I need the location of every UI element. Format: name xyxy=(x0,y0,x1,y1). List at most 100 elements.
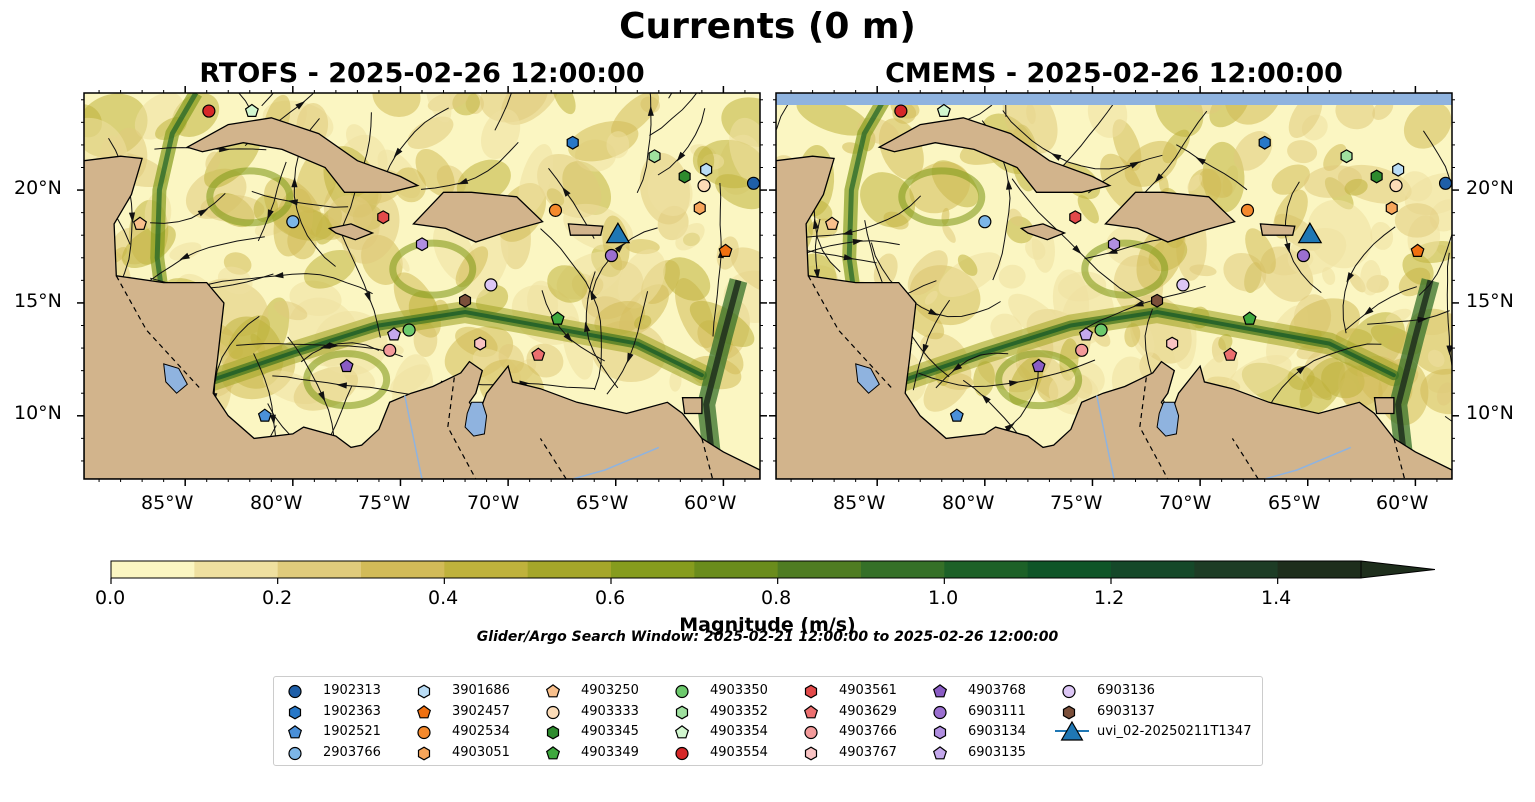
land-central xyxy=(776,155,1452,479)
marker-1902313 xyxy=(746,176,760,190)
legend-marker-circle xyxy=(288,746,302,760)
country-border xyxy=(1231,438,1259,479)
lat-label-left-15: 15°N xyxy=(14,290,62,312)
lon-label-p1-85: 85°W xyxy=(141,492,194,514)
colorbar-bin xyxy=(444,561,529,578)
marker-4903352 xyxy=(648,149,661,164)
lake-maracaibo xyxy=(1156,401,1180,437)
legend-marker-hexagon xyxy=(546,725,560,740)
country-border xyxy=(539,438,567,479)
legend-marker-hexagon xyxy=(804,746,818,760)
legend-column: 4903350 4903352 4903354 4903554 xyxy=(665,681,768,763)
legend-label: 4903350 xyxy=(710,683,768,698)
legend-item-4903349: 4903349 xyxy=(536,743,639,764)
lon-label-p1-60: 60°W xyxy=(684,492,737,514)
legend-label: 4903333 xyxy=(581,703,639,719)
legend-label: uvi_02-20250211T1347 xyxy=(1097,724,1252,739)
marker-3901686 xyxy=(1392,162,1405,177)
country-border xyxy=(115,275,201,390)
legend-label: 6903134 xyxy=(968,724,1026,739)
marker-4903561 xyxy=(1069,210,1082,225)
marker-4903629 xyxy=(531,347,546,361)
colorbar-bin xyxy=(111,561,195,578)
legend-marker-hexagon xyxy=(288,705,302,719)
colorbar-tick-0.0: 0.0 xyxy=(95,587,126,609)
colorbar-bin xyxy=(944,561,1029,578)
lon-label-p2-60: 60°W xyxy=(1376,492,1429,514)
legend-label: 3902457 xyxy=(452,703,510,719)
land-hispaniola xyxy=(1104,191,1236,243)
marker-4903333 xyxy=(697,178,711,193)
legend-label: 6903111 xyxy=(968,703,1026,719)
legend-item-4903768: 4903768 xyxy=(923,681,1026,702)
colorbar-extend-arrow xyxy=(1360,560,1435,579)
legend-item-6903136: 6903136 xyxy=(1052,681,1251,702)
legend-marker-circle xyxy=(417,725,431,740)
marker-6903135 xyxy=(386,327,402,341)
colorbar-bin xyxy=(777,561,862,578)
lat-label-right-20: 20°N xyxy=(1466,177,1514,199)
marker-1902363 xyxy=(566,135,579,150)
colorbar-label: Magnitude (m/s) xyxy=(679,614,856,636)
legend-column: 4903561 4903629 4903766 4903767 xyxy=(794,681,897,763)
colorbar-tick-1.2: 1.2 xyxy=(1094,587,1125,609)
marker-1902521 xyxy=(257,408,272,422)
marker-4903766 xyxy=(383,343,397,357)
river xyxy=(572,446,660,479)
legend-label: 4902534 xyxy=(452,724,510,739)
legend-item-6903137: 6903137 xyxy=(1052,702,1251,723)
land-trinidad xyxy=(1373,397,1395,415)
legend-column: 1902313 1902363 1902521 2903766 xyxy=(278,681,381,763)
marker-4903349 xyxy=(1242,311,1257,325)
legend-marker-pentagon xyxy=(545,745,561,759)
legend-item-4903767: 4903767 xyxy=(794,743,897,764)
legend-label: 4903629 xyxy=(839,703,897,719)
search-window-text: Glider/Argo Search Window: 2025-02-21 12… xyxy=(476,629,1059,645)
legend-marker-pentagon xyxy=(416,704,432,718)
legend-label: 4903768 xyxy=(968,683,1026,698)
land-cuba xyxy=(185,117,420,193)
legend-label: 1902521 xyxy=(323,724,381,739)
legend-marker-circle xyxy=(1062,684,1076,699)
no-data-band xyxy=(776,93,1452,105)
legend-item-4903333: 4903333 xyxy=(536,702,639,723)
legend-marker-circle xyxy=(288,684,302,699)
colorbar-tick-0.2: 0.2 xyxy=(262,587,293,609)
marker-4903350 xyxy=(1094,323,1108,337)
map-panel-cmems xyxy=(769,86,1459,486)
legend-item-4903354: 4903354 xyxy=(665,722,768,743)
lon-label-p2-75: 75°W xyxy=(1050,492,1103,514)
legend-marker-circle xyxy=(546,705,560,719)
marker-3901686 xyxy=(700,162,713,177)
panel-title-rtofs: RTOFS - 2025-02-26 12:00:00 xyxy=(199,58,645,89)
marker-4903250 xyxy=(824,216,840,230)
legend-marker-circle xyxy=(675,746,689,760)
legend-label: 6903137 xyxy=(1097,703,1155,719)
marker-uvi_02-20250211T1347 xyxy=(1297,221,1323,244)
land-jamaica xyxy=(327,223,375,241)
marker-6903134 xyxy=(1107,237,1121,252)
legend-label: 4903349 xyxy=(581,744,639,760)
legend-label: 4903354 xyxy=(710,724,768,739)
marker-4903354 xyxy=(244,103,259,118)
legend-marker-pentagon xyxy=(287,725,303,739)
colorbar-bin xyxy=(277,561,362,578)
land-cuba xyxy=(877,117,1112,193)
lon-label-p1-80: 80°W xyxy=(250,492,303,514)
marker-2903766 xyxy=(978,215,992,229)
country-border xyxy=(701,438,714,479)
map-panel-rtofs xyxy=(77,86,767,486)
colorbar-tick-0.8: 0.8 xyxy=(761,587,792,609)
legend-item-3901686: 3901686 xyxy=(407,681,510,702)
legend-column: 6903136 6903137 uvi_02-20250211T1347 xyxy=(1052,681,1251,743)
colorbar-bin xyxy=(1277,561,1362,578)
lon-label-p2-70: 70°W xyxy=(1159,492,1212,514)
legend-item-4903766: 4903766 xyxy=(794,722,897,743)
lat-label-left-20: 20°N xyxy=(14,177,62,199)
legend-item-4903561: 4903561 xyxy=(794,681,897,702)
land-hispaniola xyxy=(412,191,544,243)
legend-item-4903629: 4903629 xyxy=(794,702,897,723)
marker-4903051 xyxy=(693,201,706,216)
marker-4903250 xyxy=(132,216,148,230)
legend-column: 4903250 4903333 4903345 4903349 xyxy=(536,681,639,763)
